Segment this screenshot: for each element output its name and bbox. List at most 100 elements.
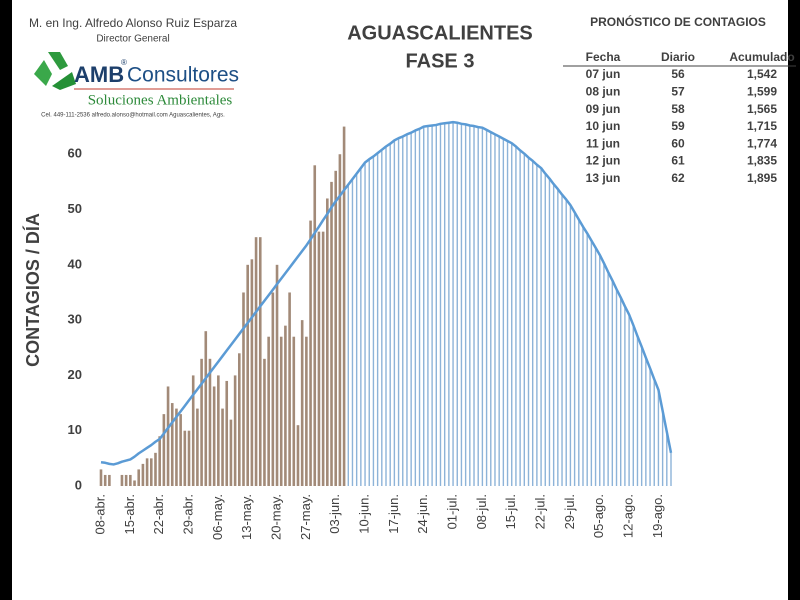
bar [330,181,333,486]
bar [204,331,208,486]
bar [166,386,170,486]
y-tick-label: 10 [68,422,82,437]
x-tick-label: 10-jun. [356,494,371,534]
bar [360,168,362,486]
bar [381,149,383,486]
table-cell: 56 [671,67,685,81]
tagline: Soluciones Ambientales [88,92,233,108]
bar [305,336,308,486]
bar [342,126,346,487]
bar [540,168,542,486]
background [12,0,788,600]
bar [548,178,551,487]
bar [258,237,262,486]
y-tick-label: 0 [75,477,82,492]
bar [162,414,166,486]
y-axis-title: CONTAGIOS / DÍA [22,213,43,367]
bar [279,336,283,486]
x-tick-label: 24-jun. [415,494,430,534]
bar [477,127,479,486]
x-tick-label: 01-jul. [444,494,459,529]
bar [443,123,446,486]
bar [418,128,421,487]
bar [326,198,329,486]
bar [515,146,517,486]
bar [582,226,584,486]
bar [427,126,429,487]
table-cell: 1,715 [747,119,777,133]
table-cell: 1,599 [747,84,777,98]
bar [175,408,178,486]
bar [376,153,379,487]
bar [334,170,338,486]
x-tick-label: 08-abr. [92,494,107,534]
bar [645,357,647,486]
bar [552,184,555,486]
bar [599,254,601,486]
bar [624,306,626,486]
bar [191,375,195,486]
x-tick-label: 29-abr. [180,494,195,534]
bar [137,469,141,486]
bar [321,231,325,486]
bar [628,314,630,486]
table-header: Fecha [586,50,621,64]
bar [603,263,605,486]
bar [423,126,425,487]
x-tick-label: 22-abr. [151,494,166,534]
bar [238,353,241,486]
x-tick-label: 29-jul. [562,494,577,529]
table-cell: 1,542 [747,67,777,81]
table-cell: 1,774 [747,136,777,150]
table-cell: 12 jun [586,154,621,168]
y-tick-label: 30 [68,312,82,327]
bar [124,474,128,486]
bar [523,153,526,486]
bar [129,474,132,486]
bar [666,431,668,486]
bar [393,140,396,487]
bar [649,368,651,486]
bar [187,430,191,486]
bar [275,264,279,486]
bar [640,346,643,486]
x-tick-label: 22-jul. [533,494,548,529]
bar [485,129,488,486]
bar [250,259,254,486]
bar [196,408,199,486]
bar [578,219,580,486]
table-cell: 13 jun [586,171,621,185]
x-tick-label: 08-jul. [474,494,489,529]
bar [170,403,174,486]
x-tick-label: 27-may. [298,494,313,540]
bar [133,480,136,486]
bar [414,130,417,487]
bar [469,125,471,486]
author: M. en Ing. Alfredo Alonso Ruiz Esparza [29,16,237,30]
x-tick-label: 17-jun. [386,494,401,534]
bar [368,159,370,486]
bar [296,425,300,486]
bar [473,126,475,487]
bar [527,157,530,486]
bar [347,184,349,486]
logo-text: Consultores [127,64,239,87]
table-cell: 09 jun [586,102,621,116]
bar [364,162,366,486]
bar [456,122,458,486]
bar [284,325,287,486]
logo-mark: ® [121,58,127,67]
bar [557,189,559,486]
bar [183,430,187,486]
logo: AMB [74,62,124,87]
table-cell: 60 [671,136,685,150]
bar [225,380,229,486]
table-cell: 11 jun [586,136,620,150]
x-tick-label: 20-may. [268,494,283,540]
table-cell: 58 [671,102,685,116]
table-cell: 62 [671,171,685,185]
bar [372,156,375,486]
bar [511,143,513,487]
x-tick-label: 06-may. [210,494,225,540]
bar [158,436,161,486]
